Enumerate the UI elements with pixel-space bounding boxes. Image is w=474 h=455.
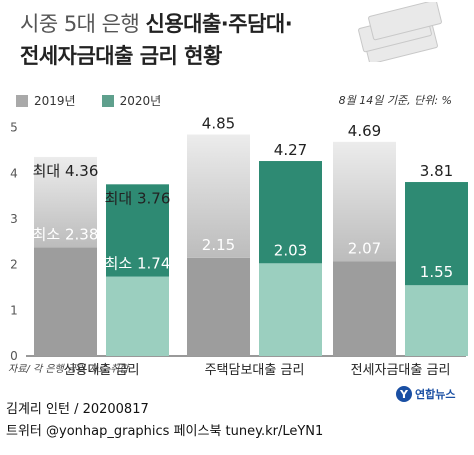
- min-value-label: 최소 2.38: [33, 225, 99, 243]
- y-tick-label: 0: [10, 349, 18, 363]
- y-tick-label: 1: [10, 303, 18, 317]
- bar-max-segment: [34, 156, 97, 248]
- credit-social: 트위터 @yonhap_graphics 페이스북 tuney.kr/LeYN1: [6, 424, 324, 439]
- min-value-label: 2.07: [348, 239, 381, 257]
- bar-min-segment: [187, 257, 250, 356]
- legend: 2019년 2020년: [16, 92, 161, 109]
- category-label: 전세자금대출 금리: [351, 363, 451, 378]
- min-value-label: 1.55: [420, 263, 453, 281]
- max-value-label: 4.27: [274, 141, 307, 159]
- bar-max-segment: [333, 141, 396, 262]
- min-value-label: 최소 1.74: [105, 255, 171, 273]
- bar-max-segment: [187, 134, 250, 258]
- max-value-label: 최대 4.36: [33, 162, 99, 180]
- bar-max-segment: [259, 161, 322, 264]
- bar-min-segment: [259, 263, 322, 356]
- min-value-label: 2.03: [274, 241, 307, 259]
- bar-max-segment: [106, 184, 169, 277]
- y-tick-label: 5: [10, 121, 18, 135]
- max-value-label: 4.69: [348, 122, 381, 140]
- unit-note: 8월 14일 기준, 단위: %: [338, 94, 452, 107]
- chart-title: 시중 5대 은행 신용대출·주담대· 전세자금대출 금리 현황: [20, 8, 293, 72]
- legend-swatch-2019: [16, 94, 28, 107]
- bar-min-segment: [106, 276, 169, 356]
- category-label: 주택담보대출 금리: [205, 363, 305, 378]
- max-value-label: 최대 3.76: [105, 189, 171, 207]
- max-value-label: 3.81: [420, 162, 453, 180]
- legend-label-2020: 2020년: [119, 94, 162, 108]
- legend-swatch-2020: [101, 94, 114, 107]
- logo-text: 연합뉴스: [415, 388, 456, 401]
- yonhap-logo: Y 연합뉴스: [396, 386, 455, 402]
- bar-max-segment: [405, 182, 468, 286]
- bar-chart: 0 1 2 3 4 5 최대 4.36 최소 2.38 최대 3.76 최소 1.74 신용대출 금…: [10, 115, 468, 378]
- title-line1-light: 시중 5대 은행: [20, 12, 146, 36]
- logo-mark-icon: Y: [396, 386, 412, 402]
- money-stack-icon: [358, 2, 442, 62]
- legend-label-2019: 2019년: [34, 94, 76, 108]
- min-value-label: 2.15: [202, 236, 235, 254]
- title-line1-bold: 신용대출·주담대·: [145, 12, 293, 36]
- bar-min-segment: [405, 285, 468, 356]
- y-tick-label: 3: [10, 212, 18, 226]
- credit-author: 김계리 인턴 / 20200817: [6, 402, 149, 417]
- y-tick-label: 2: [10, 258, 18, 272]
- source-note: 자료/ 각 은행 금리 자료 취합: [8, 364, 129, 375]
- max-value-label: 4.85: [202, 115, 235, 133]
- y-tick-label: 4: [10, 166, 18, 180]
- bar-min-segment: [34, 247, 97, 356]
- title-line2: 전세자금대출 금리 현황: [20, 44, 222, 68]
- bar-min-segment: [333, 261, 396, 356]
- category-label: 신용대출 금리: [64, 363, 140, 378]
